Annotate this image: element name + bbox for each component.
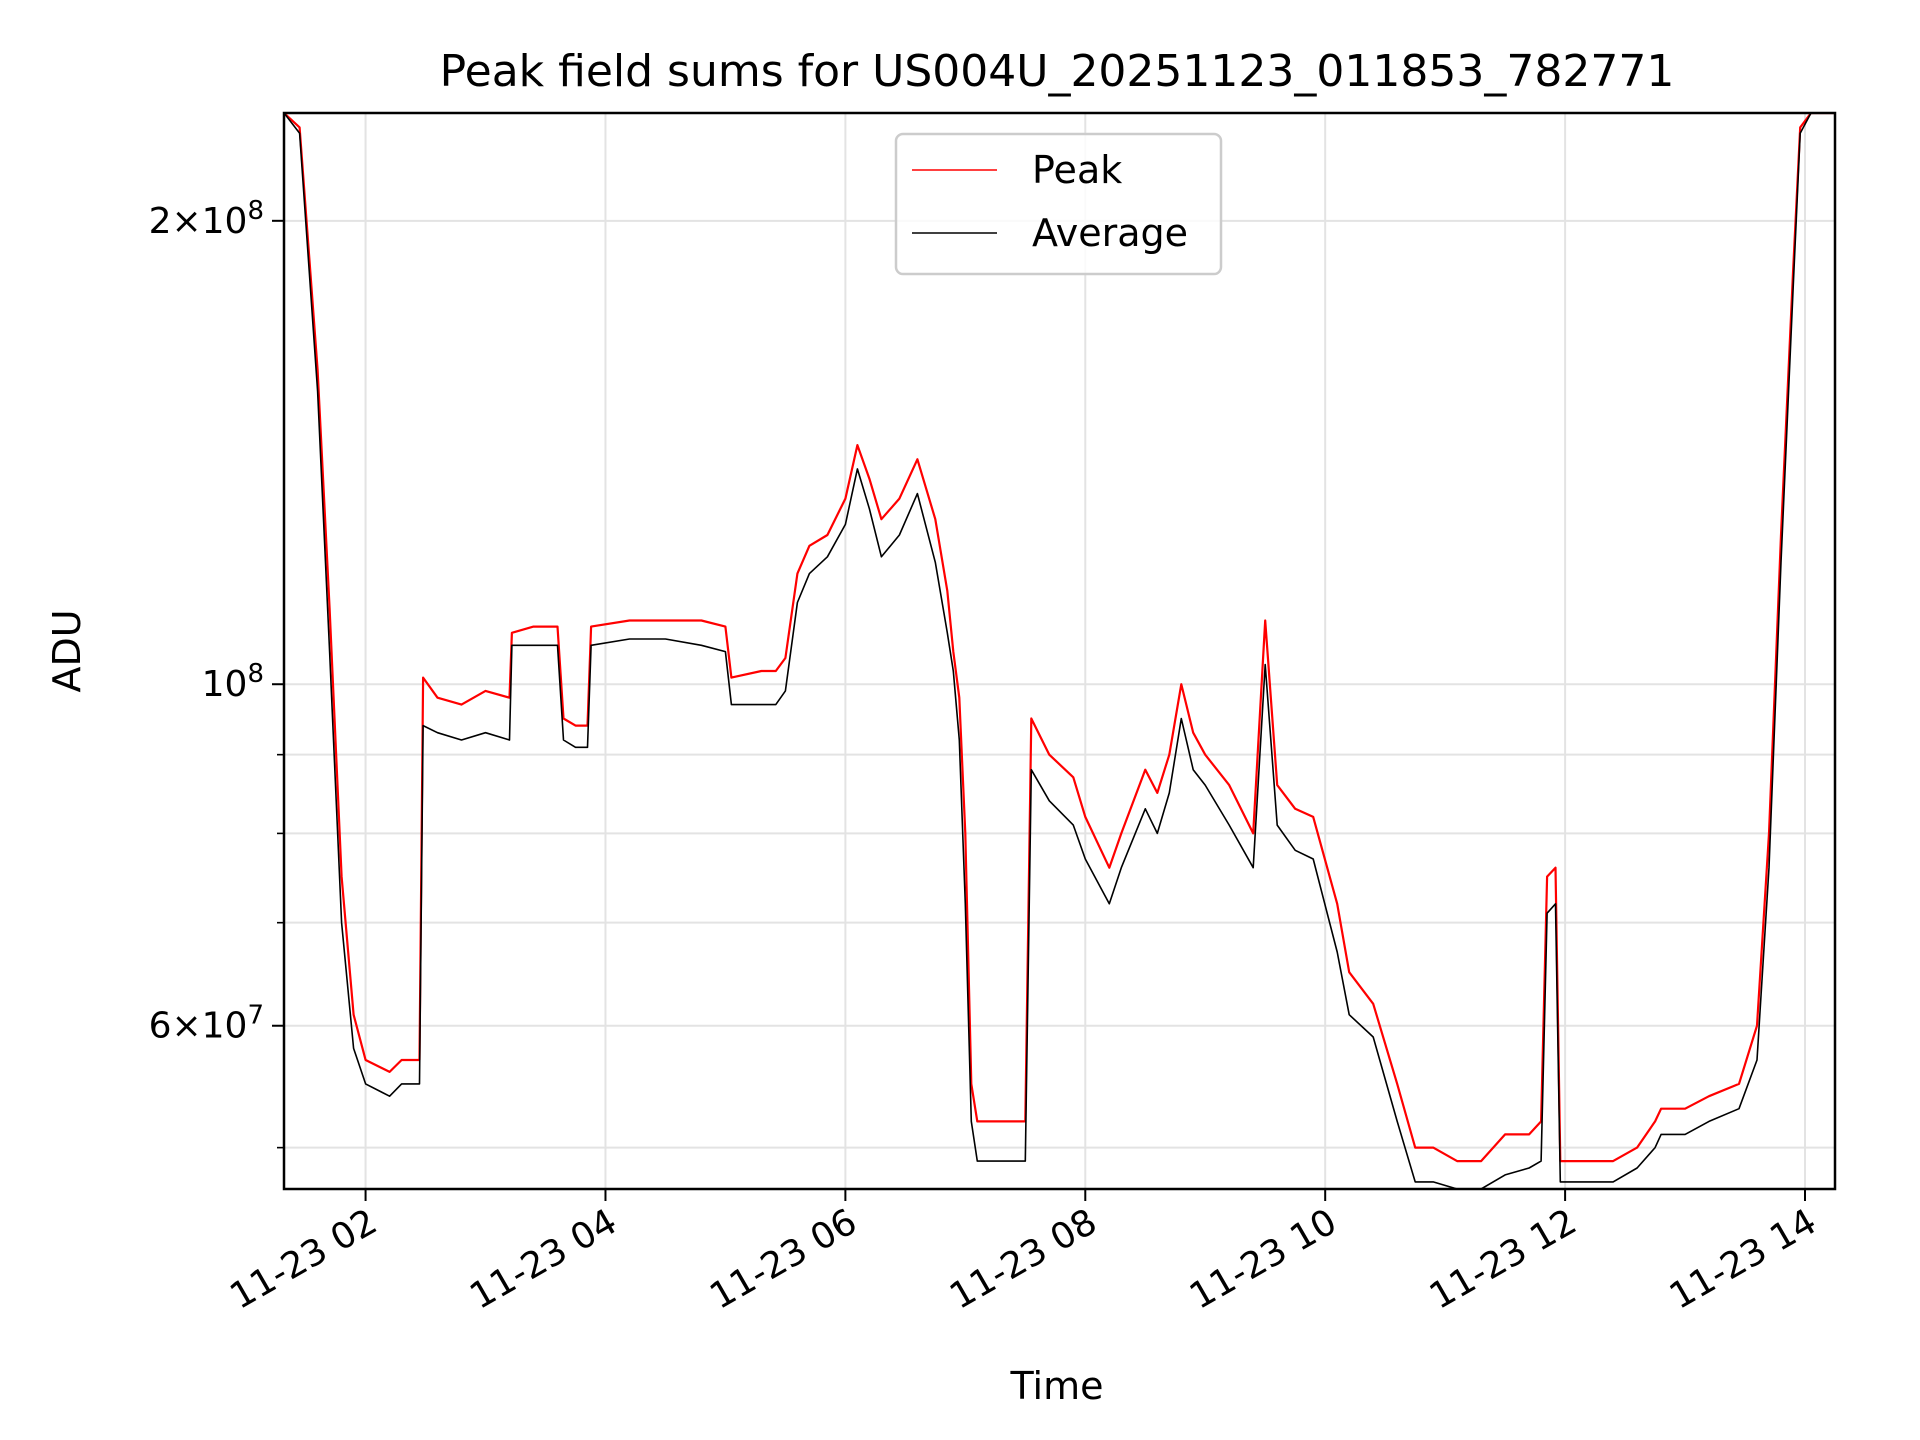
x-axis-label: Time — [1010, 1364, 1104, 1408]
y-tick-label: 2×108 — [149, 196, 264, 242]
legend-label-average: Average — [1032, 211, 1188, 255]
legend: Peak Average — [894, 132, 1223, 276]
legend-box — [894, 132, 1223, 276]
chart-title: Peak field sums for US004U_20251123_0118… — [440, 46, 1675, 97]
y-tick-label: 108 — [202, 659, 264, 705]
legend-label-peak: Peak — [1032, 148, 1122, 192]
y-axis-label: ADU — [45, 609, 89, 692]
plot-frame — [282, 111, 1837, 1191]
series-line-average — [284, 113, 1835, 1189]
y-tick-label: 6×107 — [149, 1001, 264, 1047]
series-lines — [284, 113, 1835, 1189]
